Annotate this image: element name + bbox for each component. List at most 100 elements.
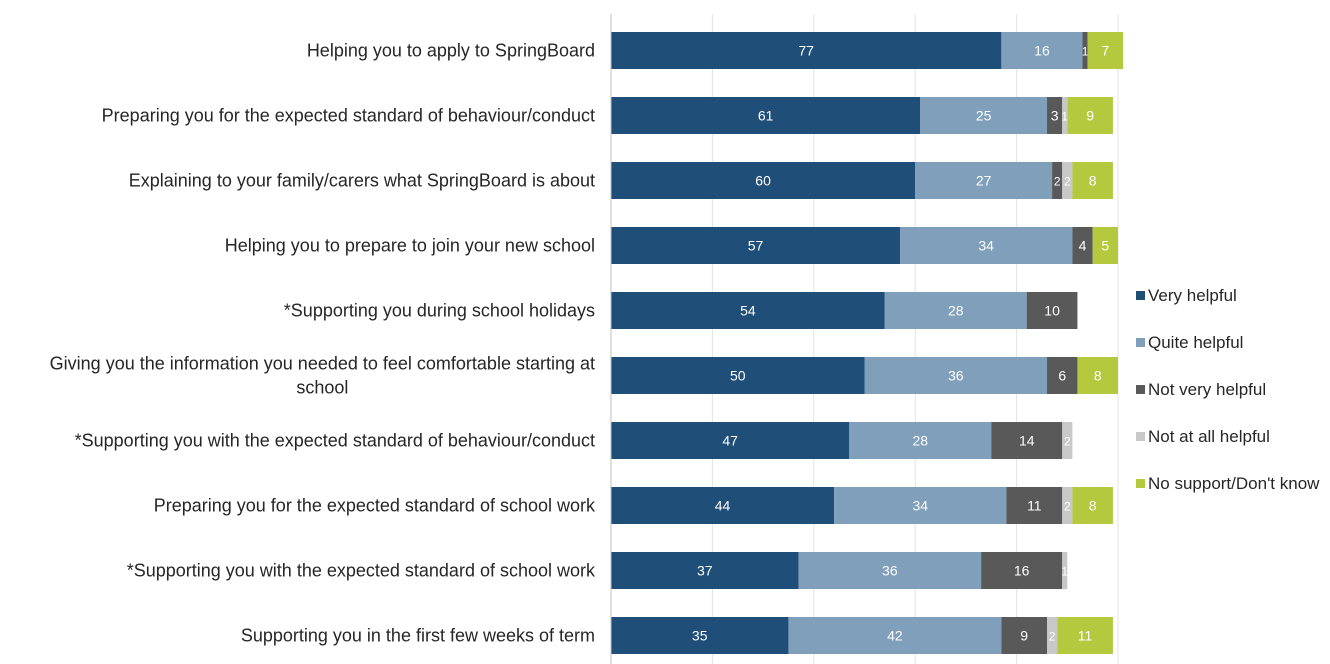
data-label: 7 (1101, 43, 1109, 59)
bar-segment (981, 552, 1063, 589)
bar-segment (1052, 162, 1063, 199)
bar-segment (611, 487, 835, 524)
legend-label: Very helpful (1148, 286, 1237, 305)
legend-label: Quite helpful (1148, 333, 1243, 352)
category-label: Helping you to apply to SpringBoard (307, 41, 595, 61)
bar-segment (1001, 32, 1083, 69)
data-label: 9 (1086, 108, 1094, 124)
bar-segment (798, 552, 982, 589)
bar-segment (899, 227, 1073, 264)
bar-segment (1082, 32, 1088, 69)
bar-segment (1062, 162, 1073, 199)
bar-segment (1047, 97, 1063, 134)
data-label: 1 (1061, 110, 1068, 124)
category-label: Helping you to prepare to join your new … (225, 236, 595, 256)
data-label: 11 (1027, 498, 1042, 514)
data-label: 57 (748, 238, 764, 254)
data-label: 16 (1034, 43, 1050, 59)
data-label: 2 (1064, 435, 1071, 449)
data-label: 77 (798, 43, 814, 59)
bar-segment (788, 617, 1002, 654)
data-label: 27 (976, 173, 992, 189)
bar-segment (1067, 97, 1113, 134)
data-label: 47 (722, 433, 738, 449)
data-label: 42 (887, 628, 903, 644)
data-label: 1 (1061, 565, 1068, 579)
bar-segment (915, 162, 1053, 199)
category-label: *Supporting you during school holidays (284, 301, 595, 321)
data-label: 44 (715, 498, 731, 514)
category-label: Giving you the information you needed to… (50, 354, 595, 398)
bar-segment (1001, 617, 1048, 654)
category-label: Preparing you for the expected standard … (102, 106, 595, 126)
bar-segment (611, 292, 885, 329)
data-label: 8 (1089, 173, 1097, 189)
data-label: 36 (948, 368, 964, 384)
bar-segment (1062, 97, 1068, 134)
data-label: 25 (976, 108, 992, 124)
data-label: 16 (1014, 563, 1030, 579)
bar-segment (611, 227, 900, 264)
bar-segment (834, 487, 1007, 524)
bar-segment (1077, 357, 1118, 394)
data-label: 11 (1078, 628, 1093, 644)
legend-swatch (1136, 385, 1145, 394)
bar-segment (1026, 292, 1078, 329)
category-labels: Helping you to apply to SpringBoard Prepa… (50, 41, 596, 646)
bar-segment (920, 97, 1048, 134)
bar-segment (1047, 357, 1078, 394)
data-label: 37 (697, 563, 713, 579)
data-label: 4 (1079, 238, 1087, 254)
data-label: 6 (1058, 368, 1066, 384)
bar-segment (884, 292, 1027, 329)
data-label: 2 (1054, 175, 1061, 189)
bar-segment (849, 422, 992, 459)
legend-label: Not very helpful (1148, 380, 1266, 399)
legend: Very helpful Quite helpful Not very helpfu… (1136, 286, 1320, 493)
bar-segment (611, 617, 789, 654)
bar-segment (1062, 422, 1073, 459)
data-label: 2 (1064, 500, 1071, 514)
data-label: 60 (755, 173, 771, 189)
bar-segment (1047, 617, 1058, 654)
bar-segment (611, 422, 850, 459)
bar-segment (611, 32, 1002, 69)
data-label: 36 (882, 563, 898, 579)
category-label: Preparing you for the expected standard … (154, 496, 596, 516)
category-label: *Supporting you with the expected standa… (127, 561, 596, 581)
data-label: 8 (1089, 498, 1097, 514)
bar-segment (1072, 487, 1113, 524)
category-label: Supporting you in the first few weeks of… (241, 626, 595, 646)
data-label: 2 (1064, 175, 1071, 189)
data-label: 34 (978, 238, 994, 254)
data-label: 50 (730, 368, 746, 384)
data-label: 3 (1051, 108, 1059, 124)
bar-segment (611, 162, 916, 199)
bar-segment (1062, 552, 1068, 589)
bar-segment (1072, 162, 1113, 199)
category-label: *Supporting you with the expected standa… (75, 431, 595, 451)
bar-segment (1006, 487, 1063, 524)
data-label: 28 (948, 303, 964, 319)
legend-swatch (1136, 338, 1145, 347)
bar-segment (1092, 227, 1118, 264)
bar-segment (1087, 32, 1124, 69)
legend-swatch (1136, 291, 1145, 300)
bar-segment (611, 357, 865, 394)
category-label: Explaining to your family/carers what Sp… (129, 171, 595, 191)
legend-swatch (1136, 432, 1145, 441)
data-label: 5 (1101, 238, 1109, 254)
data-label: 61 (758, 108, 774, 124)
bar-segment (611, 97, 921, 134)
data-label: 2 (1049, 630, 1056, 644)
bar-segment (1072, 227, 1093, 264)
bar-segment (1057, 617, 1113, 654)
data-label: 35 (692, 628, 708, 644)
bar-segment (864, 357, 1048, 394)
data-label: 8 (1094, 368, 1102, 384)
legend-label: Not at all helpful (1148, 427, 1270, 446)
data-label: 14 (1019, 433, 1035, 449)
data-label: 1 (1082, 45, 1089, 59)
